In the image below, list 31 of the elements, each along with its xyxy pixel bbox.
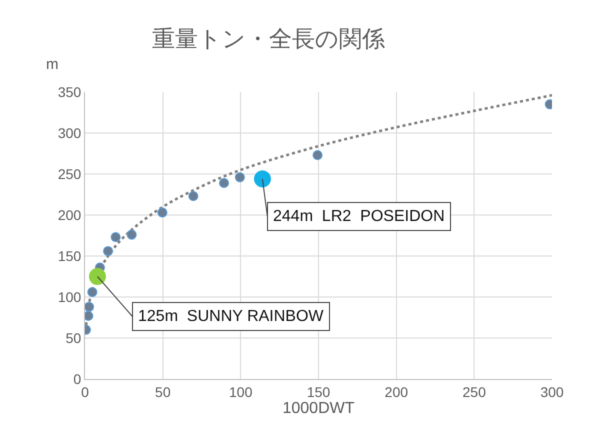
point xyxy=(157,208,168,218)
point xyxy=(87,287,98,298)
point xyxy=(85,302,94,312)
point xyxy=(103,246,114,256)
x-axis-title: 1000DWT xyxy=(282,400,355,417)
point xyxy=(219,178,230,188)
chart-title: 重量トン・全長の関係 xyxy=(152,26,386,52)
x-tick-label: 200 xyxy=(384,384,408,400)
point xyxy=(126,230,137,240)
y-tick-label: 200 xyxy=(58,206,82,223)
annotation: 125m SUNNY RAINBOW xyxy=(138,308,324,325)
y-tick-label: 0 xyxy=(73,370,82,387)
y-tick-label: 150 xyxy=(58,248,82,264)
x-tick-label: 150 xyxy=(306,384,330,400)
y-tick-label: 250 xyxy=(58,166,82,182)
y-tick-label: 350 xyxy=(58,84,82,100)
point xyxy=(110,232,121,242)
x-tick-label: 300 xyxy=(540,384,564,400)
x-tick-label: 50 xyxy=(155,384,171,400)
x-tick-label: 250 xyxy=(462,384,486,400)
point xyxy=(312,150,323,160)
y-tick-label: 50 xyxy=(66,330,82,346)
point xyxy=(234,172,245,182)
y-tick-label: 100 xyxy=(58,288,82,305)
point xyxy=(254,170,271,188)
x-tick-label: 100 xyxy=(228,384,253,400)
point xyxy=(88,268,106,285)
y-axis-title: m xyxy=(46,56,58,73)
y-tick-label: 300 xyxy=(58,124,82,141)
annotation: 244m LR2 POSEIDON xyxy=(273,208,445,225)
point xyxy=(188,191,198,202)
